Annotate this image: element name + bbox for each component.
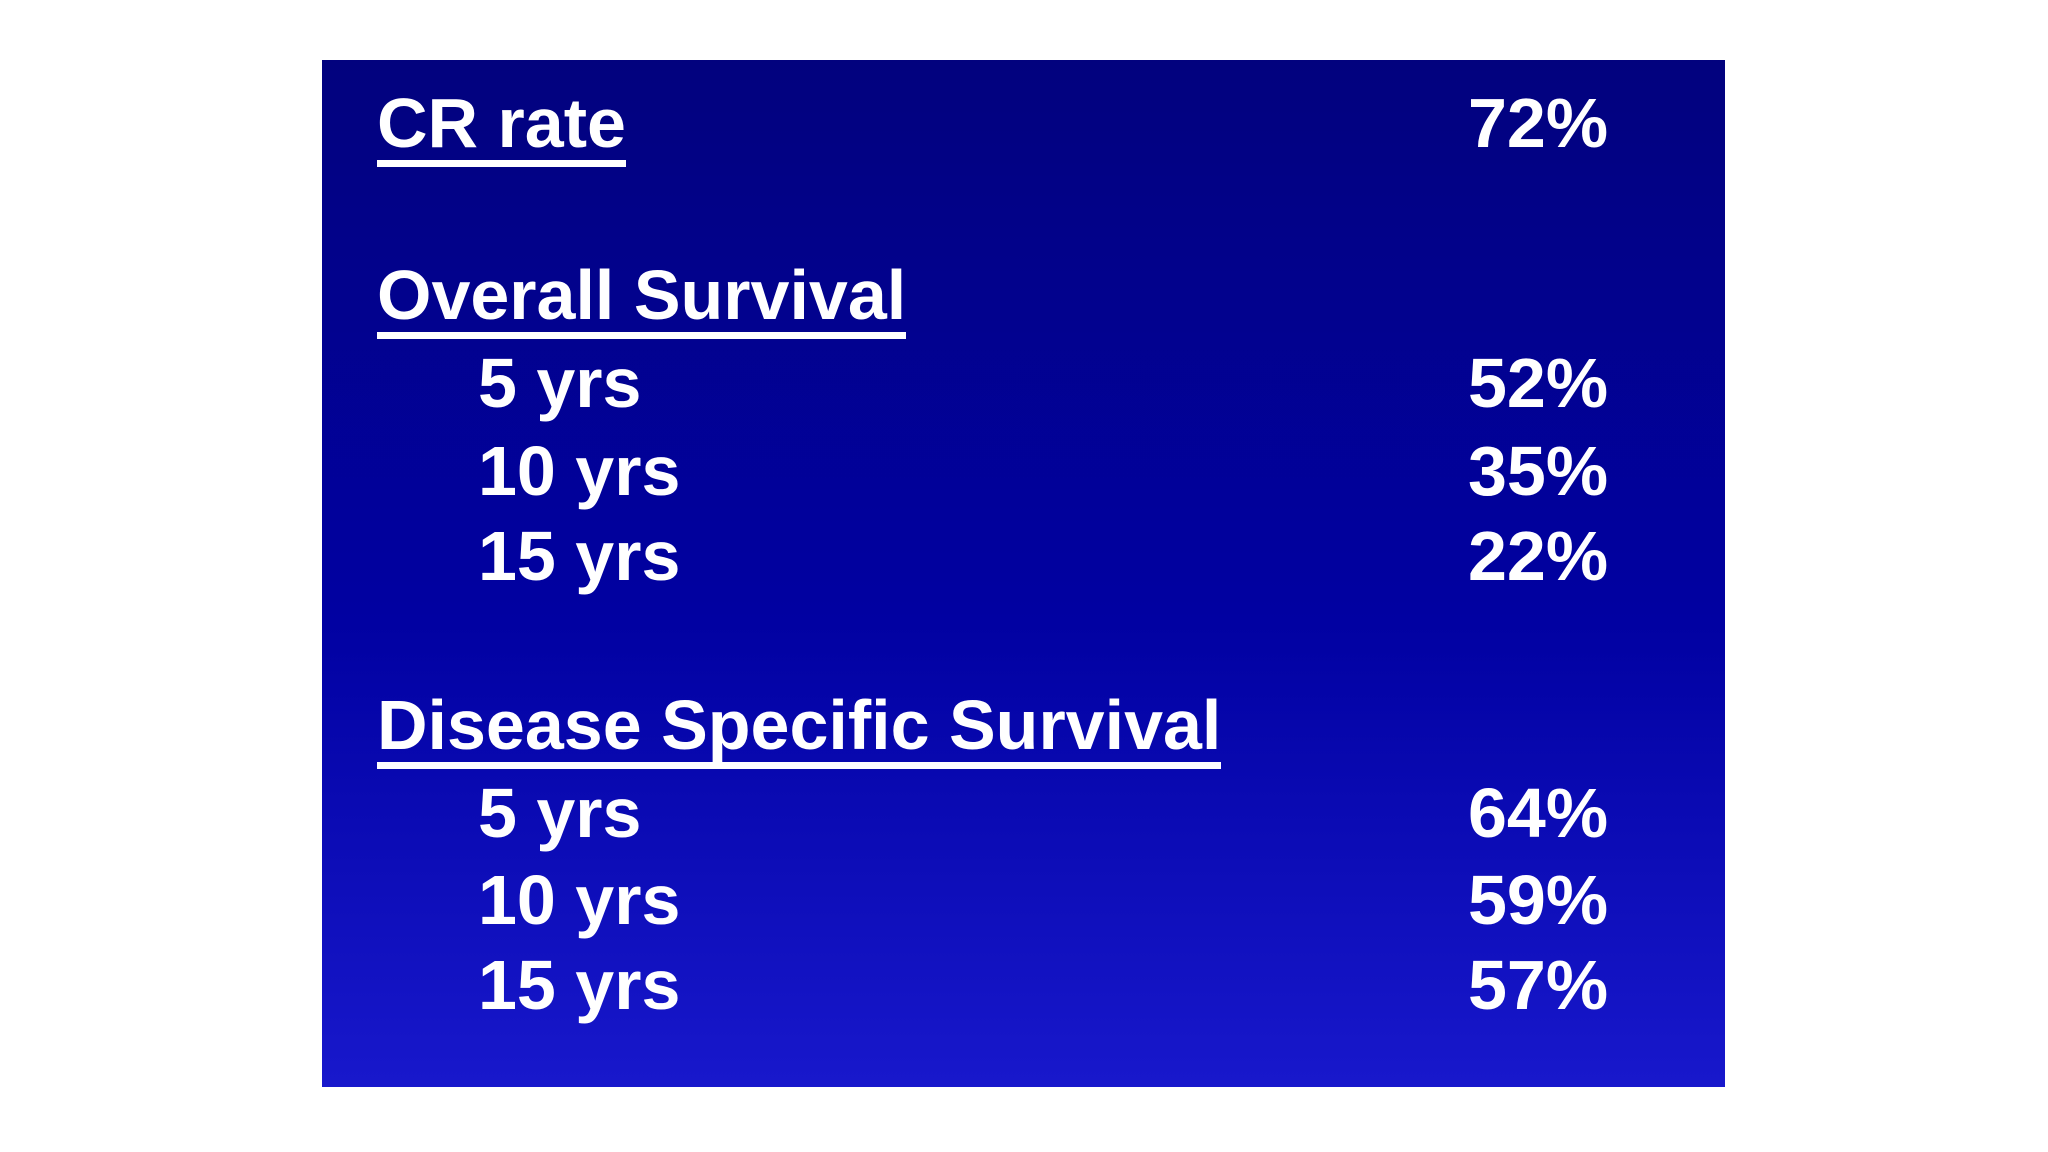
disease-specific-survival-5yr-label: 5 yrs	[478, 774, 642, 852]
disease-specific-survival-15yr-label: 15 yrs	[478, 946, 681, 1024]
disease-specific-survival-heading-row: Disease Specific Survival	[322, 690, 1725, 769]
slide-panel: CR rate 72% Overall Survival 5 yrs 52% 1…	[322, 60, 1725, 1087]
overall-survival-10yr-row: 10 yrs 35%	[322, 436, 1725, 506]
disease-specific-survival-10yr-row: 10 yrs 59%	[322, 865, 1725, 935]
disease-specific-survival-15yr-row: 15 yrs 57%	[322, 950, 1725, 1020]
overall-survival-5yr-row: 5 yrs 52%	[322, 348, 1725, 418]
cr-rate-row: CR rate 72%	[322, 84, 1725, 167]
disease-specific-survival-5yr-row: 5 yrs 64%	[322, 778, 1725, 848]
overall-survival-15yr-row: 15 yrs 22%	[322, 521, 1725, 591]
overall-survival-10yr-value: 35%	[1468, 432, 1609, 510]
overall-survival-heading: Overall Survival	[377, 260, 907, 339]
cr-rate-value: 72%	[1468, 84, 1609, 162]
disease-specific-survival-10yr-label: 10 yrs	[478, 861, 681, 939]
disease-specific-survival-10yr-value: 59%	[1468, 861, 1609, 939]
overall-survival-15yr-label: 15 yrs	[478, 517, 681, 595]
overall-survival-heading-row: Overall Survival	[322, 260, 1725, 339]
disease-specific-survival-heading: Disease Specific Survival	[377, 690, 1222, 769]
disease-specific-survival-5yr-value: 64%	[1468, 774, 1609, 852]
cr-rate-heading: CR rate	[377, 88, 626, 167]
overall-survival-5yr-label: 5 yrs	[478, 344, 642, 422]
overall-survival-15yr-value: 22%	[1468, 517, 1609, 595]
overall-survival-10yr-label: 10 yrs	[478, 432, 681, 510]
disease-specific-survival-15yr-value: 57%	[1468, 946, 1609, 1024]
overall-survival-5yr-value: 52%	[1468, 344, 1609, 422]
